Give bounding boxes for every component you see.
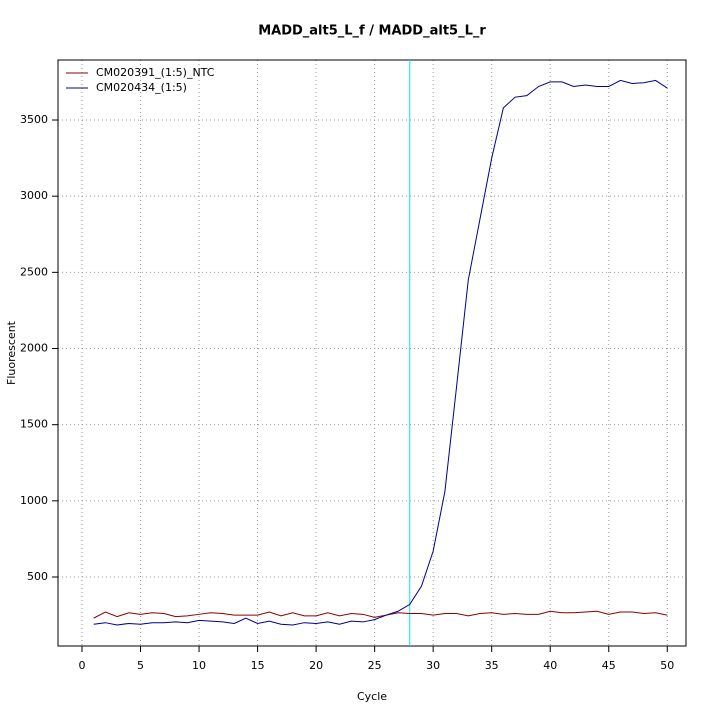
legend-label: CM020434_(1:5) bbox=[96, 81, 187, 94]
x-tick-label: 35 bbox=[485, 659, 499, 672]
y-tick-label: 1500 bbox=[20, 418, 48, 431]
legend-label: CM020391_(1:5)_NTC bbox=[96, 66, 215, 79]
y-tick-label: 1000 bbox=[20, 494, 48, 507]
data-line bbox=[93, 610, 668, 619]
x-tick-label: 40 bbox=[543, 659, 557, 672]
x-tick-label: 25 bbox=[368, 659, 382, 672]
y-tick-label: 2000 bbox=[20, 342, 48, 355]
plot-frame bbox=[57, 59, 687, 647]
chart-title: MADD_alt5_L_f / MADD_alt5_L_r bbox=[258, 24, 486, 39]
x-tick-label: 10 bbox=[192, 659, 206, 672]
x-tick-label: 20 bbox=[309, 659, 323, 672]
x-tick-label: 15 bbox=[251, 659, 265, 672]
x-axis-label: Cycle bbox=[357, 690, 387, 703]
y-tick-label: 3000 bbox=[20, 189, 48, 202]
x-tick-label: 0 bbox=[78, 659, 85, 672]
y-tick-label: 500 bbox=[27, 570, 48, 583]
x-tick-label: 50 bbox=[660, 659, 674, 672]
x-tick-label: 30 bbox=[426, 659, 440, 672]
y-axis-label: Fluorescent bbox=[5, 320, 18, 385]
data-line bbox=[93, 79, 668, 626]
y-tick-label: 3500 bbox=[20, 113, 48, 126]
x-tick-label: 5 bbox=[137, 659, 144, 672]
x-tick-label: 45 bbox=[602, 659, 616, 672]
y-tick-label: 2500 bbox=[20, 265, 48, 278]
